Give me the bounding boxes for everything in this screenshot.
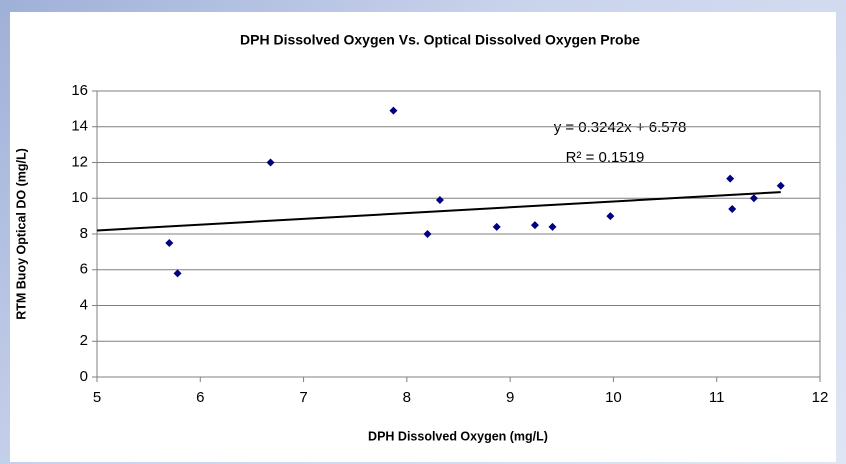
point (728, 204, 737, 213)
x-tick-label: 8 (403, 389, 411, 406)
point (749, 194, 758, 203)
y-tick-label: 2 (80, 332, 88, 349)
y-tick-label: 14 (71, 118, 88, 135)
x-tick-label: 6 (196, 389, 204, 406)
y-tick-label: 0 (80, 368, 88, 385)
point (165, 238, 174, 247)
point (726, 174, 735, 183)
point (548, 222, 557, 231)
point (492, 222, 501, 231)
x-tick-label: 11 (709, 389, 725, 406)
y-tick-label: 6 (80, 261, 88, 278)
trendline-equation: y = 0.3242x + 6.578 (554, 119, 687, 136)
point (173, 269, 182, 278)
point (776, 181, 785, 190)
y-axis-label: RTM Buoy Optical DO (mg/L) (14, 148, 28, 320)
point (435, 196, 444, 205)
y-tick-label: 16 (71, 82, 88, 99)
y-tick-label: 4 (80, 296, 88, 313)
x-tick-label: 12 (812, 389, 829, 406)
r-squared: R² = 0.1519 (566, 149, 645, 166)
chart-background (10, 12, 836, 462)
point (530, 221, 539, 230)
y-tick-label: 12 (71, 153, 88, 170)
chart-title: DPH Dissolved Oxygen Vs. Optical Dissolv… (240, 32, 640, 48)
x-tick-label: 7 (299, 389, 307, 406)
point (423, 230, 432, 238)
trendline (96, 191, 781, 232)
point (389, 106, 398, 115)
y-tick-label: 10 (71, 189, 88, 206)
point (266, 158, 275, 167)
x-axis-label: DPH Dissolved Oxygen (mg/L) (368, 429, 548, 443)
x-tick-label: 5 (93, 389, 101, 406)
point (606, 212, 615, 221)
x-tick-label: 10 (605, 389, 622, 406)
x-tick-label: 9 (506, 389, 514, 406)
y-tick-label: 8 (80, 225, 88, 242)
